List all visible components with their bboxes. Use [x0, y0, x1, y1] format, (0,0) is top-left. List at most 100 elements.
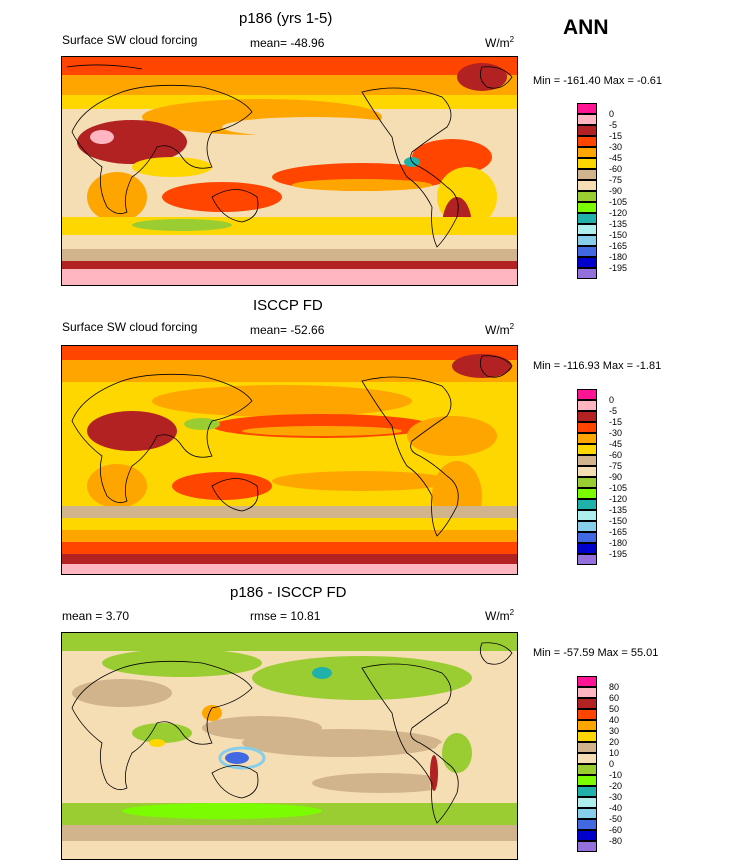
panel-2-legend-swatch: [577, 433, 597, 444]
panel-2-legend-label: -45: [609, 439, 623, 449]
panel-1-legend-label: -195: [609, 263, 628, 273]
panel-3-units: W/m2: [485, 608, 515, 623]
panel-3-legend-swatch: [577, 753, 597, 764]
panel-2-legend-swatch: [577, 455, 597, 466]
panel-3-legend: 80 60 50 40 30 20 10 0 -10 -20 -30 -40 -…: [577, 676, 622, 858]
panel-3-legend-label: -10: [609, 770, 623, 780]
panel-2-legend-swatch: [577, 510, 597, 521]
panel-2-legend-swatch: [577, 389, 597, 400]
panel-3-legend-label: 0: [609, 759, 615, 769]
panel-1-legend-swatch: [577, 257, 597, 268]
panel-1-legend: 0 -5 -15 -30 -45 -60 -75 -90 -105 -120 -…: [577, 103, 627, 285]
panel-3-minmax: Min = -57.59 Max = 55.01: [533, 647, 659, 659]
panel-3-legend-label: -80: [609, 836, 623, 846]
panel-1-legend-swatch: [577, 246, 597, 257]
panel-3-legend-swatch: [577, 808, 597, 819]
panel-1-legend-label: 0: [609, 109, 615, 119]
panel-1-map: [61, 56, 518, 286]
panel-3-mean: mean = 3.70: [62, 609, 130, 623]
panel-2-mean: mean= -52.66: [250, 323, 325, 337]
panel-1-legend-swatch: [577, 158, 597, 169]
panel-2-legend-swatch: [577, 488, 597, 499]
panel-3-legend-label: 50: [609, 704, 620, 714]
panel-3-legend-swatch: [577, 841, 597, 852]
panel-3-legend-label: -30: [609, 792, 623, 802]
panel-2-legend-swatch: [577, 554, 597, 565]
panel-3-legend-swatch: [577, 775, 597, 786]
panel-2-legend: 0 -5 -15 -30 -45 -60 -75 -90 -105 -120 -…: [577, 389, 627, 571]
panel-3-legend-label: 30: [609, 726, 620, 736]
panel-1-legend-label: -180: [609, 252, 628, 262]
panel-2-legend-swatch: [577, 466, 597, 477]
panel-2-legend-label: -195: [609, 549, 628, 559]
panel-2-legend-swatch: [577, 422, 597, 433]
panel-1-legend-label: -150: [609, 230, 628, 240]
panel-2-field-label: Surface SW cloud forcing: [62, 320, 198, 334]
panel-1-legend-label: -105: [609, 197, 628, 207]
panel-2-map-svg: [62, 346, 517, 574]
panel-3-legend-label: -50: [609, 814, 623, 824]
panel-2-legend-label: -30: [609, 428, 623, 438]
panel-1-legend-swatch: [577, 268, 597, 279]
panel-1-legend-swatch: [577, 103, 597, 114]
panel-3-legend-swatch: [577, 819, 597, 830]
panel-3-legend-label: -60: [609, 825, 623, 835]
panel-3-legend-label: -20: [609, 781, 623, 791]
panel-2-legend-label: -5: [609, 406, 618, 416]
panel-1-title: p186 (yrs 1-5): [239, 10, 333, 27]
panel-2-legend-label: -180: [609, 538, 628, 548]
panel-1-legend-label: -60: [609, 164, 623, 174]
panel-2-legend-label: -90: [609, 472, 623, 482]
season-label: ANN: [563, 16, 609, 39]
panel-1-legend-label: -15: [609, 131, 623, 141]
panel-2-legend-label: -15: [609, 417, 623, 427]
panel-2-legend-label: -150: [609, 516, 628, 526]
panel-1-legend-swatch: [577, 213, 597, 224]
panel-2-legend-label: 0: [609, 395, 615, 405]
panel-1-minmax: Min = -161.40 Max = -0.61: [533, 75, 663, 87]
panel-3-legend-swatch: [577, 731, 597, 742]
panel-1-legend-label: -90: [609, 186, 623, 196]
panel-1-legend-swatch: [577, 180, 597, 191]
panel-3-legend-swatch: [577, 687, 597, 698]
panel-2-legend-swatch: [577, 411, 597, 422]
panel-1-field-label: Surface SW cloud forcing: [62, 33, 198, 47]
panel-3-legend-swatch: [577, 720, 597, 731]
panel-3-legend-swatch: [577, 698, 597, 709]
panel-1-legend-swatch: [577, 136, 597, 147]
panel-1-legend-label: -5: [609, 120, 618, 130]
panel-3-legend-swatch: [577, 709, 597, 720]
panel-2-legend-label: -75: [609, 461, 623, 471]
panel-1-legend-label: -165: [609, 241, 628, 251]
panel-3-title: p186 - ISCCP FD: [230, 584, 347, 601]
panel-3-legend-label: 80: [609, 682, 620, 692]
panel-3-legend-label: 20: [609, 737, 620, 747]
panel-1-legend-swatch: [577, 125, 597, 136]
panel-1-legend-swatch: [577, 147, 597, 158]
panel-2-legend-swatch: [577, 444, 597, 455]
panel-3-legend-label: -40: [609, 803, 623, 813]
panel-1-legend-swatch: [577, 114, 597, 125]
panel-2-legend-label: -105: [609, 483, 628, 493]
panel-2-legend-swatch: [577, 400, 597, 411]
panel-3-legend-swatch: [577, 764, 597, 775]
panel-3-legend-swatch: [577, 797, 597, 808]
panel-2-title: ISCCP FD: [253, 297, 323, 314]
panel-1-legend-label: -135: [609, 219, 628, 229]
panel-2-units: W/m2: [485, 322, 515, 337]
panel-1-legend-swatch: [577, 235, 597, 246]
panel-2-legend-label: -120: [609, 494, 628, 504]
panel-1-legend-swatch: [577, 202, 597, 213]
panel-3-legend-swatch: [577, 786, 597, 797]
panel-3-map: [61, 632, 518, 860]
panel-2-legend-label: -135: [609, 505, 628, 515]
panel-2-legend-label: -165: [609, 527, 628, 537]
panel-2-legend-swatch: [577, 521, 597, 532]
panel-3-rmse: rmse = 10.81: [250, 609, 321, 623]
panel-2-legend-swatch: [577, 477, 597, 488]
panel-3-legend-label: 40: [609, 715, 620, 725]
panel-2-legend-swatch: [577, 499, 597, 510]
panel-1-legend-swatch: [577, 224, 597, 235]
panel-3-legend-label: 60: [609, 693, 620, 703]
panel-1-legend-label: -30: [609, 142, 623, 152]
